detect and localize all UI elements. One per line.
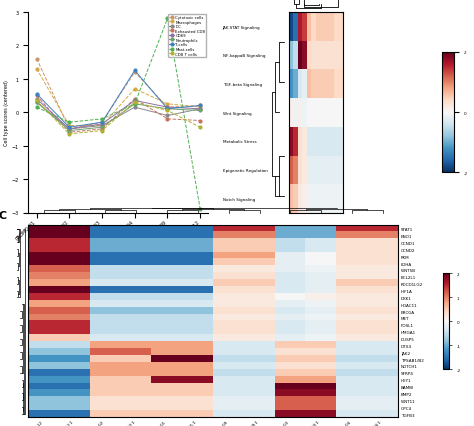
Exhausted CD8 bbox=[132, 97, 137, 102]
CD8 T cells bbox=[66, 132, 72, 137]
CD69 bbox=[34, 97, 39, 102]
T-cells bbox=[99, 120, 105, 125]
Cytotoxic cells bbox=[66, 127, 72, 132]
CD69 bbox=[164, 105, 170, 110]
Exhausted CD8 bbox=[66, 130, 72, 135]
Line: DC: DC bbox=[35, 101, 201, 131]
Macrophages bbox=[34, 67, 39, 72]
Macrophages bbox=[99, 124, 105, 129]
CD8 T cells bbox=[132, 100, 137, 105]
Macrophages bbox=[66, 124, 72, 129]
CD69 bbox=[197, 107, 203, 112]
Y-axis label: Cell type scores (centered): Cell type scores (centered) bbox=[4, 80, 9, 146]
Line: Cytotoxic cells: Cytotoxic cells bbox=[35, 58, 201, 131]
CD8 T cells bbox=[164, 109, 170, 114]
DC bbox=[132, 105, 137, 110]
Macrophages bbox=[197, 105, 203, 110]
Neutrophils bbox=[164, 107, 170, 112]
Neutrophils bbox=[132, 102, 137, 107]
Cytotoxic cells bbox=[164, 105, 170, 110]
Exhausted CD8 bbox=[164, 117, 170, 122]
DC bbox=[34, 100, 39, 105]
Cytotoxic cells bbox=[34, 57, 39, 62]
Exhausted CD8 bbox=[99, 127, 105, 132]
CD8 T cells bbox=[34, 99, 39, 104]
Neutrophils bbox=[34, 100, 39, 105]
DC bbox=[197, 107, 203, 112]
Mast-cells bbox=[197, 207, 203, 212]
DC bbox=[164, 114, 170, 119]
Line: Mast-cells: Mast-cells bbox=[35, 18, 201, 211]
Mast-cells bbox=[34, 105, 39, 110]
T-cells bbox=[66, 125, 72, 130]
Mast-cells bbox=[66, 120, 72, 125]
T-cells bbox=[197, 104, 203, 109]
Line: CD8 T cells: CD8 T cells bbox=[35, 100, 201, 136]
Line: Exhausted CD8: Exhausted CD8 bbox=[35, 95, 201, 134]
CD69 bbox=[99, 122, 105, 127]
T-cells bbox=[164, 107, 170, 112]
Macrophages bbox=[132, 87, 137, 92]
CD8 T cells bbox=[99, 129, 105, 134]
Line: Macrophages: Macrophages bbox=[35, 68, 201, 128]
Line: CD69: CD69 bbox=[35, 98, 201, 131]
Macrophages bbox=[164, 102, 170, 107]
DC bbox=[66, 127, 72, 132]
Cytotoxic cells bbox=[132, 70, 137, 75]
Cytotoxic cells bbox=[99, 120, 105, 125]
Legend: Cytotoxic cells, Macrophages, DC, Exhausted CD8, CD69, Neutrophils, T-cells, Mas: Cytotoxic cells, Macrophages, DC, Exhaus… bbox=[168, 15, 206, 58]
CD8 T cells bbox=[197, 125, 203, 130]
Exhausted CD8 bbox=[34, 94, 39, 99]
Mast-cells bbox=[164, 17, 170, 22]
Mast-cells bbox=[99, 117, 105, 122]
T-cells bbox=[34, 92, 39, 97]
T-cells bbox=[132, 69, 137, 74]
Exhausted CD8 bbox=[197, 119, 203, 124]
DC bbox=[99, 124, 105, 129]
Neutrophils bbox=[66, 129, 72, 134]
Neutrophils bbox=[197, 109, 203, 114]
CD69 bbox=[66, 127, 72, 132]
Text: C: C bbox=[0, 210, 7, 220]
Line: T-cells: T-cells bbox=[35, 70, 201, 130]
Line: Neutrophils: Neutrophils bbox=[35, 101, 201, 132]
Neutrophils bbox=[99, 125, 105, 130]
CD69 bbox=[132, 99, 137, 104]
Cytotoxic cells bbox=[197, 104, 203, 109]
Mast-cells bbox=[132, 102, 137, 107]
